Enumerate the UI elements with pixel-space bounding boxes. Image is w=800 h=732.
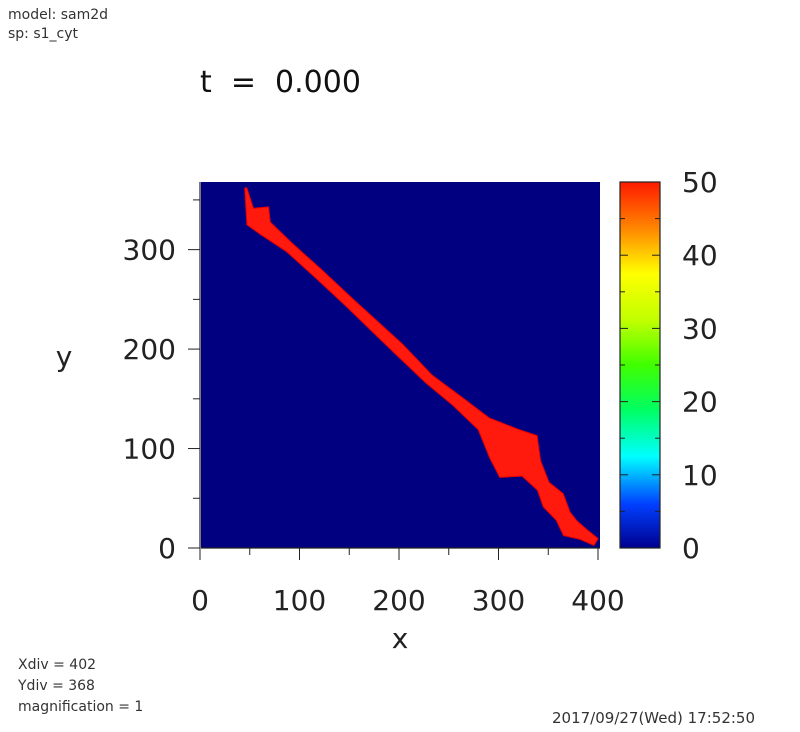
cell-region xyxy=(244,187,599,546)
timestamp: 2017/09/27(Wed) 17:52:50 xyxy=(552,709,755,727)
cell-layer xyxy=(244,187,599,546)
colorbar xyxy=(619,181,661,549)
xdiv-label: Xdiv = 402 xyxy=(18,657,97,673)
y-axis-label: y xyxy=(56,340,73,373)
species-label: sp: s1_cyt xyxy=(8,26,79,42)
y-tick-label: 300 xyxy=(123,234,176,267)
x-minor-ticks xyxy=(199,548,599,560)
axes xyxy=(199,182,600,549)
colorbar-ticks xyxy=(620,181,660,549)
colorbar-tick-label: 0 xyxy=(682,532,700,565)
y-minor-ticks xyxy=(188,199,200,549)
ydiv-label: Ydiv = 368 xyxy=(18,678,95,694)
x-tick-label: 300 xyxy=(472,584,525,617)
y-tick-label: 100 xyxy=(123,433,176,466)
time-label: t = 0.000 xyxy=(200,65,361,100)
colorbar-tick-label: 10 xyxy=(682,459,718,492)
x-tick-label: 400 xyxy=(571,584,624,617)
magnification-label: magnification = 1 xyxy=(18,699,144,715)
x-tick-label: 0 xyxy=(191,584,209,617)
x-tick-label: 200 xyxy=(372,584,425,617)
colorbar-tick-label: 40 xyxy=(682,239,718,272)
y-tick-labels: 0 100 200 300 xyxy=(123,234,176,565)
colorbar-tick-label: 50 xyxy=(682,166,718,199)
colorbar-tick-label: 30 xyxy=(682,312,718,345)
y-tick-label: 0 xyxy=(158,532,176,565)
x-tick-labels: 0 100 200 300 400 xyxy=(191,584,625,617)
x-axis-label: x xyxy=(392,622,409,655)
x-tick-label: 100 xyxy=(273,584,326,617)
colorbar-tick-label: 20 xyxy=(682,386,718,419)
y-tick-label: 200 xyxy=(123,333,176,366)
model-label: model: sam2d xyxy=(8,7,109,23)
colorbar-tick-labels: 0 10 20 30 40 50 xyxy=(682,166,718,565)
